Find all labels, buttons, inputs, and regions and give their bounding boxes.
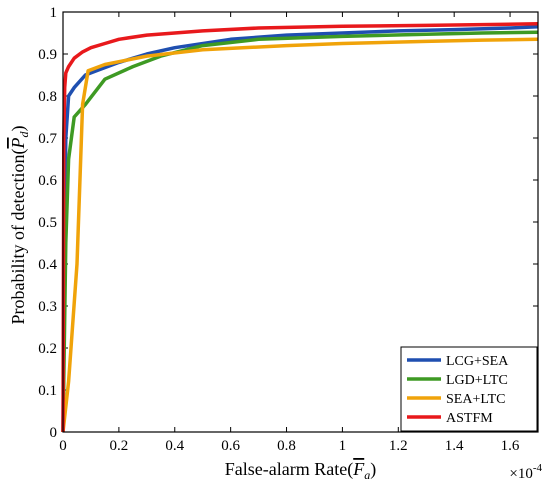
y-tick-label: 0.3 — [38, 299, 57, 315]
y-axis-label-main: Probability of detection( — [8, 149, 29, 325]
x-tick-label: 1 — [339, 438, 347, 454]
x-axis-label: False-alarm Rate(Fa) — [225, 459, 376, 482]
x-tick-label: 0 — [59, 438, 67, 454]
legend-label: ASTFM — [446, 411, 493, 426]
x-axis-multiplier-exponent: -4 — [533, 462, 543, 474]
y-tick-label: 0.6 — [38, 173, 57, 189]
y-tick-label: 0.7 — [38, 131, 57, 147]
x-tick-label: 0.6 — [221, 438, 240, 454]
series-lines — [61, 22, 539, 433]
x-axis-label-main: False-alarm Rate( — [225, 459, 353, 480]
x-axis-multiplier-base: ×10 — [509, 466, 532, 482]
series-line-sea-ltc — [61, 37, 539, 433]
x-tick-label: 1.2 — [389, 438, 408, 454]
series-line-lgd-ltc — [61, 30, 539, 433]
y-tick-label: 0.9 — [38, 47, 57, 63]
y-axis-label-symbol: P — [8, 138, 28, 150]
x-tick-label: 1.6 — [501, 438, 520, 454]
y-tick-label: 0.1 — [38, 383, 57, 399]
x-axis-label-subscript: a — [364, 468, 370, 482]
y-tick-label: 0 — [50, 425, 58, 441]
legend: LCG+SEA LGD+LTC SEA+LTC ASTFM — [400, 346, 538, 432]
x-tick-label: 0.2 — [110, 438, 129, 454]
legend-label: LGD+LTC — [446, 373, 508, 388]
x-axis-multiplier: ×10-4 — [509, 462, 542, 482]
y-tick-label: 0.2 — [38, 341, 57, 357]
y-axis-label: Probability of detection(Pd) — [8, 126, 31, 325]
y-tick-label: 0.5 — [38, 215, 57, 231]
x-axis-label-symbol: F — [352, 459, 365, 479]
x-tick-label: 0.8 — [277, 438, 296, 454]
series-line-astfm — [61, 22, 539, 433]
y-tick-label: 0.8 — [38, 89, 57, 105]
y-axis-label-close: ) — [8, 126, 29, 132]
x-tick-label: 0.4 — [165, 438, 184, 454]
y-axis-label-subscript: d — [17, 131, 31, 138]
plot-frame — [62, 11, 539, 433]
series-line-lcg-sea — [61, 24, 539, 433]
y-tick-label: 0.4 — [38, 257, 57, 273]
x-axis-label-close: ) — [370, 459, 376, 480]
legend-label: LCG+SEA — [446, 354, 509, 369]
legend-label: SEA+LTC — [446, 392, 506, 407]
x-tick-label: 1.4 — [445, 438, 464, 454]
y-axis-title: Probability of detection(Pd) — [8, 126, 31, 325]
y-tick-label: 1 — [50, 5, 58, 21]
ticks-group: 0 0.2 0.4 0.6 0.8 1 1.2 1.4 1.6 0 0.1 0.2 0.3 0.4 0.5 0… — [38, 5, 538, 454]
